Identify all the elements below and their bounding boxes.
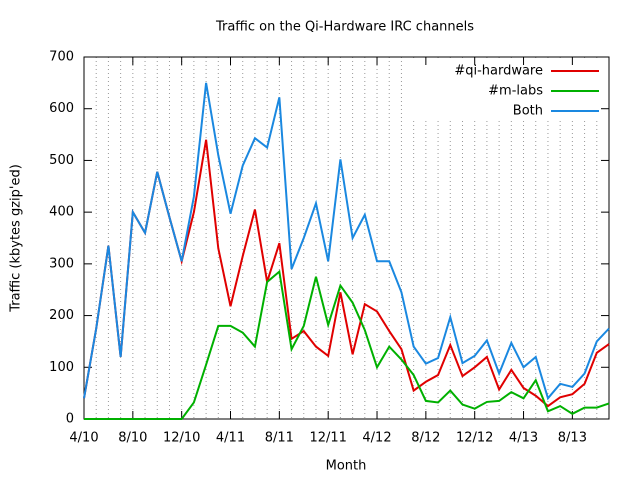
legend-label: Both <box>513 104 543 119</box>
x-tick-label: 4/11 <box>216 431 245 446</box>
x-tick-label: 12/11 <box>309 431 346 446</box>
y-tick-label: 700 <box>49 50 74 65</box>
x-tick-label: 8/13 <box>558 431 587 446</box>
x-axis-label: Month <box>326 459 367 474</box>
series-line <box>83 139 610 408</box>
y-tick-label: 200 <box>49 308 74 323</box>
legend-label: #m-labs <box>488 84 543 99</box>
series-line <box>84 269 610 420</box>
chart-title: Traffic on the Qi-Hardware IRC channels <box>215 20 474 35</box>
y-axis-label: Traffic (kbytes gzip'ed) <box>9 164 24 313</box>
x-tick-label: 8/11 <box>265 431 294 446</box>
y-tick-label: 0 <box>66 412 74 427</box>
x-tick-label: 8/12 <box>411 431 440 446</box>
x-tick-label: 12/12 <box>456 431 493 446</box>
series-line <box>83 82 610 401</box>
legend-label: #qi-hardware <box>454 64 543 79</box>
legend-background <box>409 59 605 119</box>
plot-frame <box>83 56 610 420</box>
x-tick-label: 4/10 <box>69 431 98 446</box>
y-tick-label: 500 <box>49 153 74 168</box>
x-tick-label: 4/12 <box>362 431 391 446</box>
x-tick-label: 8/10 <box>118 431 147 446</box>
x-tick-label: 4/13 <box>509 431 538 446</box>
y-tick-label: 400 <box>49 205 74 220</box>
y-tick-label: 100 <box>49 360 74 375</box>
y-tick-label: 300 <box>49 256 74 271</box>
y-tick-label: 600 <box>49 101 74 116</box>
x-tick-label: 12/10 <box>163 431 200 446</box>
